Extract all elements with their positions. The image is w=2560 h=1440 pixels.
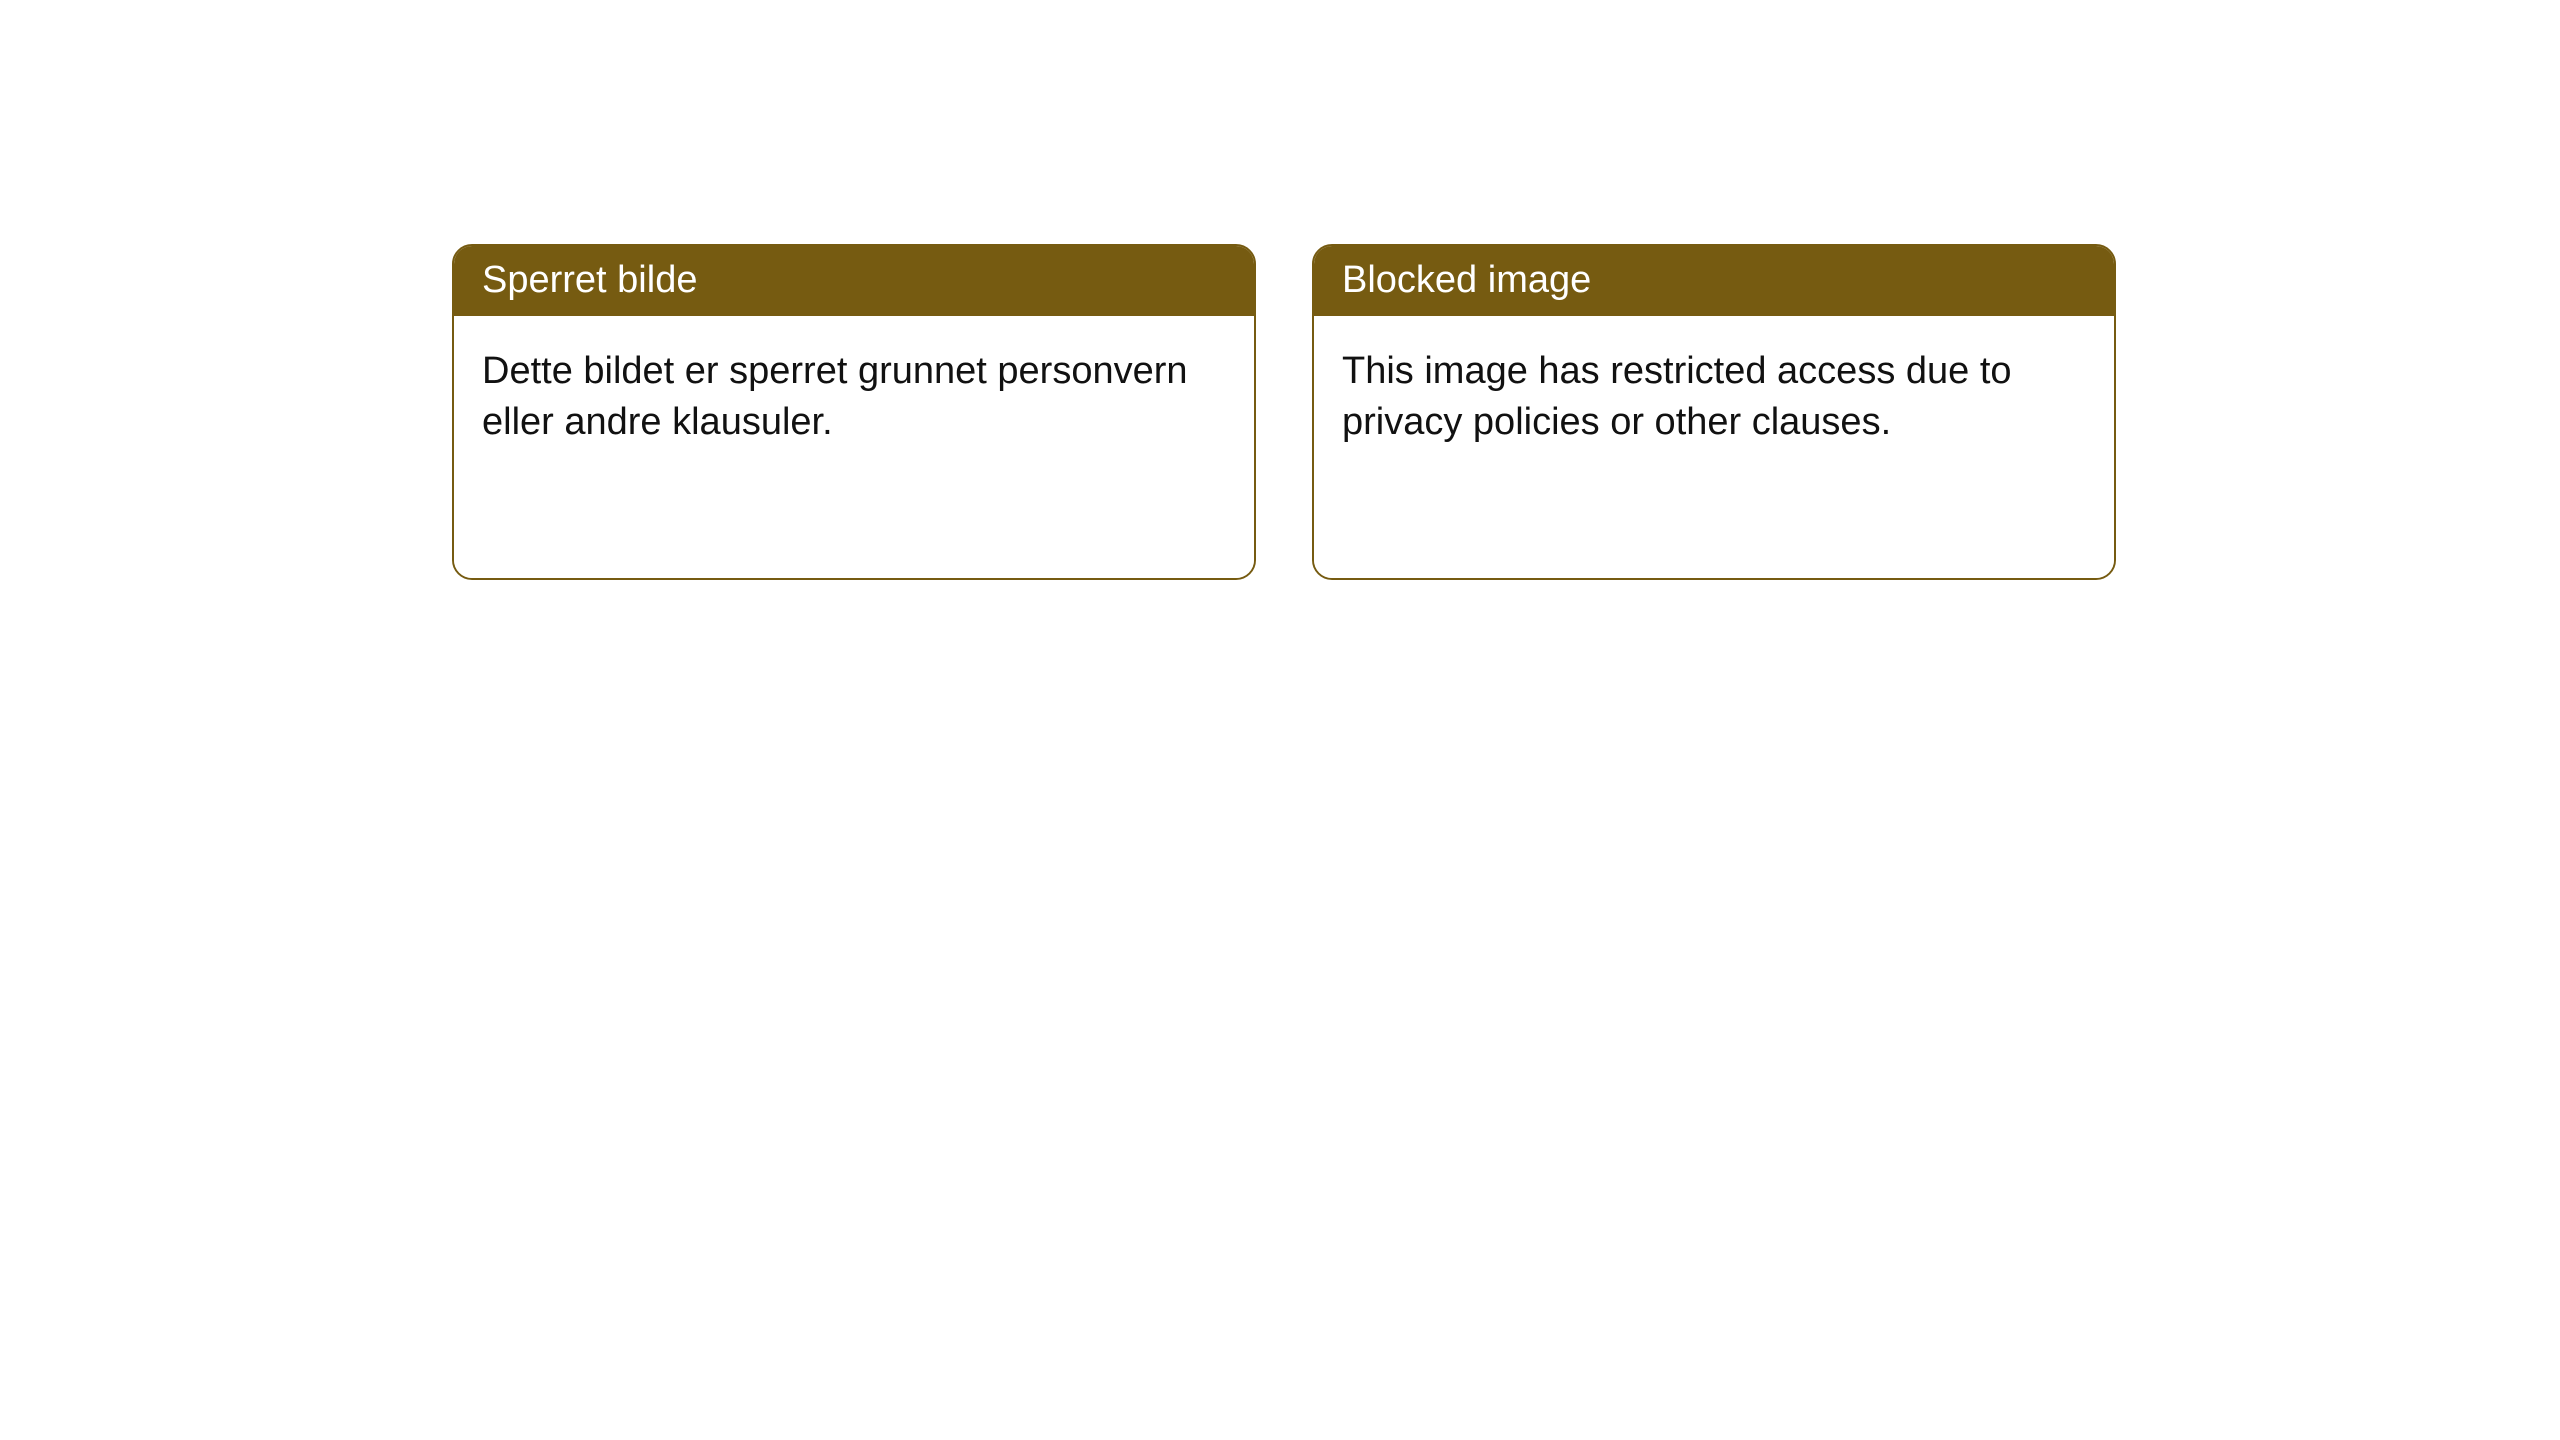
notice-body: Dette bildet er sperret grunnet personve… <box>454 316 1254 578</box>
notice-card-english: Blocked image This image has restricted … <box>1312 244 2116 580</box>
notice-title: Sperret bilde <box>454 246 1254 316</box>
notice-body: This image has restricted access due to … <box>1314 316 2114 578</box>
notice-title: Blocked image <box>1314 246 2114 316</box>
notice-card-norwegian: Sperret bilde Dette bildet er sperret gr… <box>452 244 1256 580</box>
notice-container: Sperret bilde Dette bildet er sperret gr… <box>0 0 2560 580</box>
